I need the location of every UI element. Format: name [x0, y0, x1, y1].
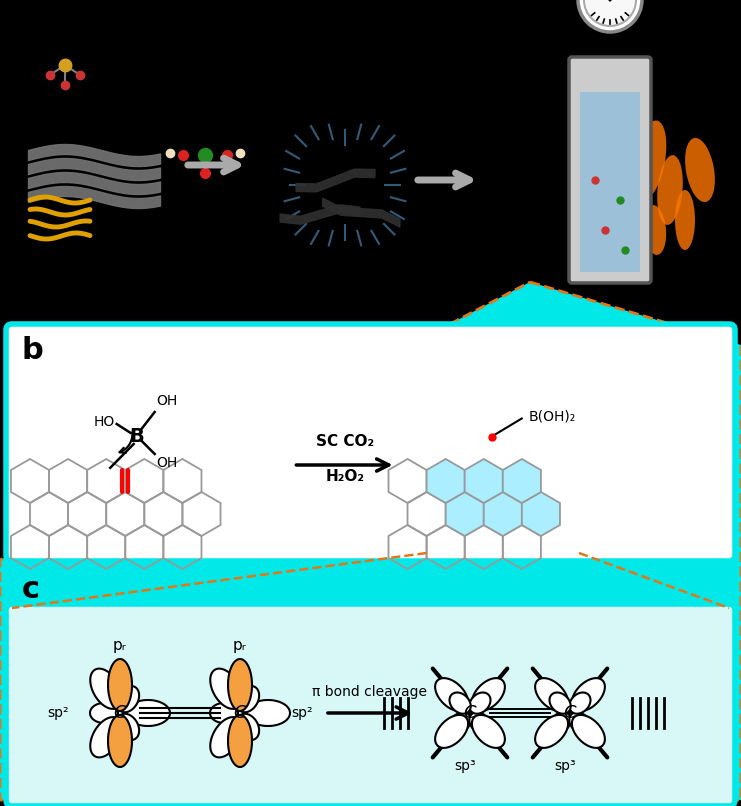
- Polygon shape: [435, 715, 468, 748]
- Text: π bond cleavage: π bond cleavage: [313, 685, 428, 699]
- Text: C: C: [113, 704, 126, 722]
- Text: B: B: [130, 426, 144, 446]
- Text: B(OH)₂: B(OH)₂: [529, 409, 576, 423]
- Polygon shape: [472, 678, 505, 711]
- Polygon shape: [90, 717, 122, 758]
- Text: sp³: sp³: [454, 759, 476, 773]
- Text: C: C: [464, 704, 476, 722]
- Polygon shape: [108, 659, 132, 711]
- Polygon shape: [484, 492, 522, 536]
- Polygon shape: [522, 492, 560, 536]
- Polygon shape: [550, 713, 571, 733]
- Ellipse shape: [675, 190, 695, 250]
- Polygon shape: [90, 669, 122, 708]
- Polygon shape: [535, 678, 568, 711]
- Polygon shape: [210, 669, 242, 708]
- Polygon shape: [108, 715, 132, 767]
- Polygon shape: [117, 686, 139, 713]
- Polygon shape: [427, 459, 465, 503]
- Ellipse shape: [644, 205, 666, 255]
- Text: pᵣ: pᵣ: [113, 638, 127, 653]
- Text: sp²: sp²: [47, 706, 69, 720]
- Ellipse shape: [657, 155, 682, 225]
- Text: HO: HO: [93, 415, 115, 429]
- Text: SC CO₂: SC CO₂: [316, 434, 374, 449]
- Polygon shape: [228, 715, 252, 767]
- Text: pᵣ: pᵣ: [233, 638, 247, 653]
- Polygon shape: [503, 459, 541, 503]
- Polygon shape: [435, 678, 468, 711]
- Polygon shape: [237, 714, 259, 740]
- Text: OH: OH: [156, 394, 178, 408]
- Polygon shape: [572, 678, 605, 711]
- Polygon shape: [126, 700, 170, 726]
- Polygon shape: [569, 713, 591, 733]
- Polygon shape: [228, 659, 252, 711]
- Circle shape: [578, 0, 642, 32]
- Polygon shape: [117, 714, 139, 740]
- Text: sp³: sp³: [554, 759, 576, 773]
- FancyBboxPatch shape: [6, 604, 735, 806]
- Ellipse shape: [634, 121, 666, 199]
- Text: C: C: [233, 704, 246, 722]
- Polygon shape: [450, 713, 471, 733]
- Circle shape: [584, 0, 636, 26]
- Polygon shape: [550, 692, 571, 713]
- FancyBboxPatch shape: [569, 57, 651, 283]
- Text: OH: OH: [156, 456, 178, 470]
- Polygon shape: [569, 692, 591, 713]
- Polygon shape: [465, 459, 503, 503]
- Polygon shape: [237, 686, 259, 713]
- Polygon shape: [450, 692, 471, 713]
- Polygon shape: [572, 715, 605, 748]
- Polygon shape: [472, 715, 505, 748]
- Text: c: c: [22, 575, 40, 604]
- Polygon shape: [535, 715, 568, 748]
- Text: sp²: sp²: [291, 706, 313, 720]
- Polygon shape: [469, 692, 491, 713]
- Text: b: b: [22, 336, 44, 365]
- Polygon shape: [246, 700, 290, 726]
- FancyBboxPatch shape: [6, 324, 735, 561]
- Text: C: C: [564, 704, 576, 722]
- Polygon shape: [210, 717, 242, 758]
- Polygon shape: [445, 492, 484, 536]
- Polygon shape: [90, 703, 118, 723]
- Ellipse shape: [685, 138, 715, 202]
- FancyBboxPatch shape: [580, 92, 640, 272]
- Text: H₂O₂: H₂O₂: [326, 469, 365, 484]
- Polygon shape: [0, 282, 741, 800]
- Polygon shape: [469, 713, 491, 733]
- Polygon shape: [210, 703, 238, 723]
